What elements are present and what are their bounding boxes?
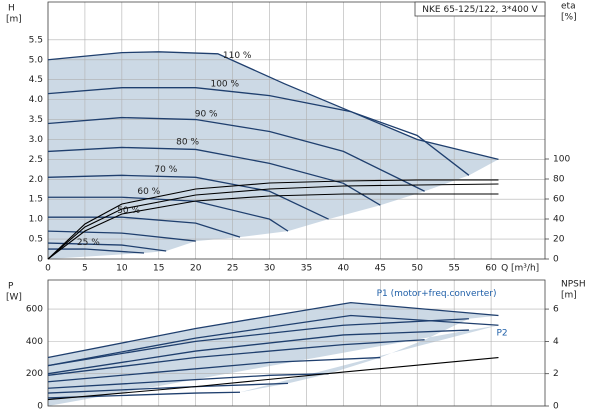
- curve: [47, 51, 499, 161]
- y-tick-label: 5.0: [29, 55, 44, 65]
- curve: [47, 314, 499, 367]
- curve: [47, 146, 381, 206]
- curve: [47, 329, 469, 375]
- y2-tick-label: 0: [553, 402, 559, 412]
- curve: [47, 301, 499, 359]
- secondary-curve: [47, 183, 499, 260]
- curve: [47, 373, 329, 389]
- x-tick-label: 45: [375, 264, 386, 274]
- curve: [47, 242, 167, 252]
- y-tick-label: 5.5: [29, 35, 43, 45]
- y-axis-label: P: [8, 282, 14, 292]
- y2-axis-unit: [%]: [561, 13, 577, 23]
- x-tick-label: 30: [264, 264, 276, 274]
- y2-tick-label: 80: [553, 175, 565, 185]
- curve: [47, 230, 196, 242]
- x-tick-label: 5: [82, 264, 88, 274]
- curve-label: P1 (motor+freq.converter): [377, 289, 497, 299]
- y-tick-label: 1.0: [29, 215, 44, 225]
- secondary-curve: [47, 193, 499, 260]
- curve: [47, 356, 381, 383]
- curve-label: 50 %: [117, 206, 140, 216]
- y2-tick-label: 20: [553, 235, 565, 245]
- x-tick-label: 50: [412, 264, 424, 274]
- plot-frame: [47, 279, 546, 407]
- x-tick-label: 0: [45, 264, 51, 274]
- y2-tick-label: 2: [553, 369, 559, 379]
- curve-label: 60 %: [137, 187, 160, 197]
- curve-label: 25 %: [77, 238, 100, 248]
- y-tick-label: 0.5: [29, 235, 43, 245]
- x-tick-label: 60: [485, 264, 497, 274]
- y2-axis-unit: [m]: [561, 291, 577, 301]
- curve: [47, 339, 425, 376]
- x-tick-label: 15: [153, 264, 164, 274]
- curve-label: 70 %: [154, 165, 177, 175]
- x-tick-label: 35: [301, 264, 312, 274]
- curve: [47, 318, 469, 367]
- curve-label: 100 %: [210, 79, 239, 89]
- y-tick-label: 0: [37, 255, 43, 265]
- curve: [47, 87, 470, 176]
- y-tick-label: 400: [26, 337, 43, 347]
- y2-axis-label: NPSH: [561, 280, 586, 290]
- y-tick-label: 4.0: [29, 95, 44, 105]
- y-tick-label: 2.5: [29, 155, 43, 165]
- plot-frame: [47, 1, 546, 260]
- y-tick-label: 3.0: [29, 135, 44, 145]
- curve: [47, 174, 329, 220]
- y-tick-label: 3.5: [29, 115, 43, 125]
- curve: [48, 216, 241, 238]
- x-tick-label: 25: [227, 264, 238, 274]
- y-tick-label: 4.5: [29, 75, 43, 85]
- y-tick-label: 2.0: [29, 175, 44, 185]
- y-tick-label: 1.5: [29, 195, 43, 205]
- y2-tick-label: 100: [553, 155, 570, 165]
- y-axis-label: H: [8, 4, 15, 14]
- y-axis-unit: [W]: [6, 293, 22, 303]
- operating-area: [48, 302, 499, 406]
- curve: [47, 382, 289, 394]
- chart-title: NKE 65-125/122, 3*400 V: [422, 5, 538, 15]
- curve-label: 80 %: [176, 138, 199, 148]
- curve-label: 90 %: [195, 110, 218, 120]
- x-tick-label: 40: [338, 264, 350, 274]
- curve: [47, 116, 425, 192]
- y2-tick-label: 4: [553, 337, 559, 347]
- secondary-curve: [47, 356, 499, 401]
- x-axis-label: Q [m³/h]: [501, 264, 539, 274]
- y-tick-label: 200: [26, 369, 43, 379]
- y2-tick-label: 0: [553, 255, 559, 265]
- secondary-curve: [47, 179, 499, 260]
- y2-tick-label: 40: [553, 215, 565, 225]
- title-frame: [414, 1, 546, 17]
- operating-area: [48, 51, 499, 260]
- y-tick-label: 600: [26, 305, 43, 315]
- y2-tick-label: 60: [553, 195, 565, 205]
- x-tick-label: 10: [116, 264, 128, 274]
- curve-label: P2: [496, 329, 507, 339]
- title-box: NKE 65-125/122, 3*400 V: [414, 1, 546, 17]
- y2-tick-label: 6: [553, 305, 559, 315]
- x-tick-label: 20: [190, 264, 202, 274]
- y-axis-unit: [m]: [6, 15, 22, 25]
- x-tick-label: 55: [448, 264, 459, 274]
- curve-label: 110 %: [223, 51, 252, 61]
- y-tick-label: 0: [37, 402, 43, 412]
- y2-axis-label: eta: [561, 2, 576, 12]
